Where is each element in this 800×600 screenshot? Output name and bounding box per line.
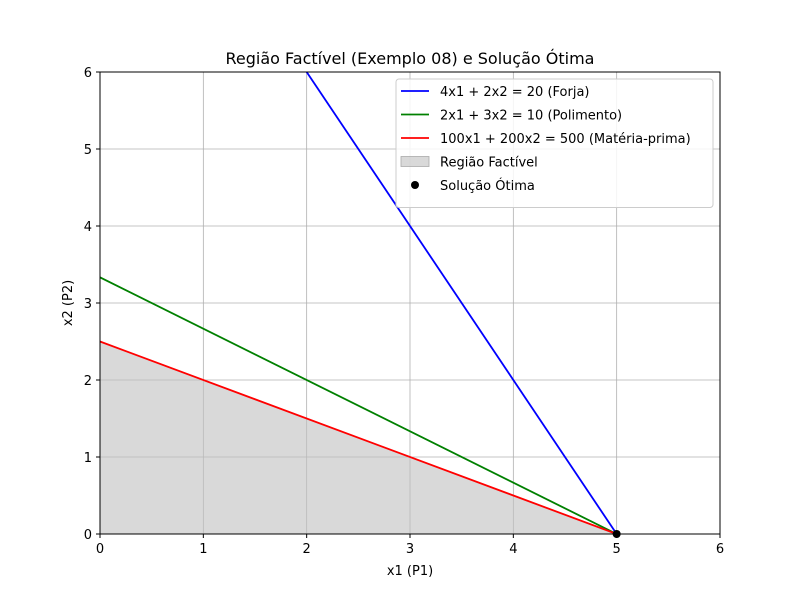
legend-box: [395, 78, 714, 208]
y-tick-label-2: 2: [84, 374, 92, 389]
x-axis-label: x1 (P1): [387, 564, 433, 579]
y-tick-label-4: 4: [84, 220, 92, 235]
x-tick-label-6: 6: [716, 542, 724, 557]
legend-handle-4: [411, 181, 419, 189]
legend-handle-3: [400, 156, 430, 167]
series-line-0: [305, 72, 618, 534]
y-tick-label-5: 5: [84, 143, 92, 158]
chart-title: Região Factível (Exemplo 08) e Solução Ó…: [226, 49, 595, 68]
y-tick-label-6: 6: [84, 66, 92, 81]
y-axis-label: x2 (P2): [61, 280, 76, 326]
legend-label-2: 100x1 + 200x2 = 500 (Matéria-prima): [440, 132, 691, 147]
x-tick-label-0: 0: [96, 542, 104, 557]
legend: 4x1 + 2x2 = 20 (Forja) 2x1 + 3x2 = 10 (Po…: [395, 78, 714, 208]
x-tick-label-5: 5: [613, 542, 621, 557]
y-tick-label-3: 3: [84, 297, 92, 312]
x-tick-label-4: 4: [509, 542, 517, 557]
x-tick-label-1: 1: [199, 542, 207, 557]
x-tick-label-3: 3: [406, 542, 414, 557]
legend-label-0: 4x1 + 2x2 = 20 (Forja): [440, 85, 590, 100]
y-tick-label-1: 1: [84, 451, 92, 466]
legend-label-3: Região Factível: [440, 156, 538, 171]
series-line-2: [100, 340, 617, 534]
y-tick-label-0: 0: [84, 528, 92, 543]
x-tick-label-2: 2: [303, 542, 311, 557]
legend-label-4: Solução Ótima: [440, 178, 535, 194]
series-line-1: [100, 276, 618, 534]
legend-label-1: 2x1 + 3x2 = 10 (Polimento): [440, 109, 622, 124]
